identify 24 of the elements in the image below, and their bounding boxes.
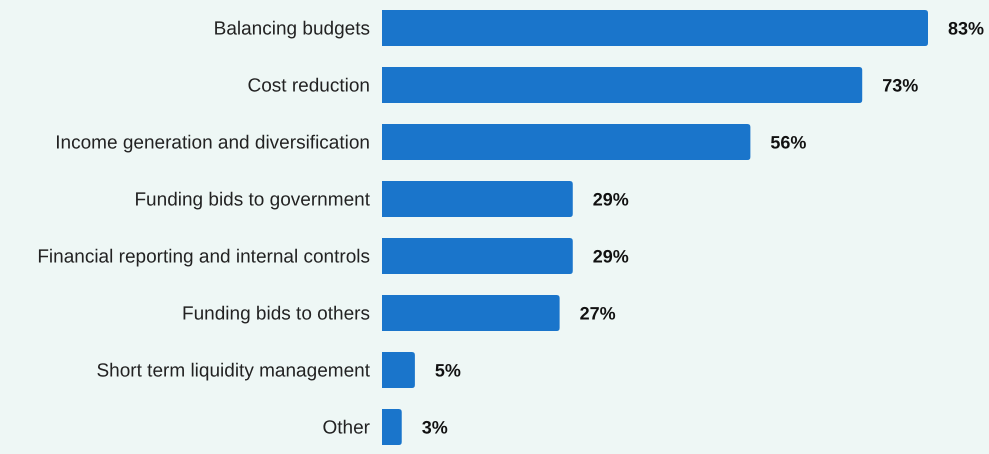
y-tick-label: Funding bids to others xyxy=(182,304,370,325)
bar xyxy=(382,124,750,160)
data-label: 29% xyxy=(592,246,629,266)
data-label: 73% xyxy=(882,75,918,96)
data-label: 83% xyxy=(948,18,984,38)
bar xyxy=(382,295,560,331)
y-tick-label: Funding bids to government xyxy=(134,190,371,211)
bar xyxy=(382,409,402,445)
bar xyxy=(382,67,862,103)
data-label: 27% xyxy=(580,303,616,324)
data-label: 56% xyxy=(770,132,806,152)
bar xyxy=(382,181,573,217)
bar xyxy=(382,10,928,46)
bar xyxy=(382,238,573,274)
data-label: 3% xyxy=(422,417,448,438)
y-tick-label: Financial reporting and internal controls xyxy=(37,246,370,268)
y-tick-label: Short term liquidity management xyxy=(96,360,371,382)
y-tick-label: Income generation and diversification xyxy=(55,132,370,154)
y-tick-label: Balancing budgets xyxy=(214,18,370,40)
data-label: 29% xyxy=(592,189,629,210)
data-label: 5% xyxy=(434,360,461,380)
bar xyxy=(382,352,415,388)
y-tick-label: Cost reduction xyxy=(247,76,370,97)
y-tick-label: Other xyxy=(322,418,371,439)
